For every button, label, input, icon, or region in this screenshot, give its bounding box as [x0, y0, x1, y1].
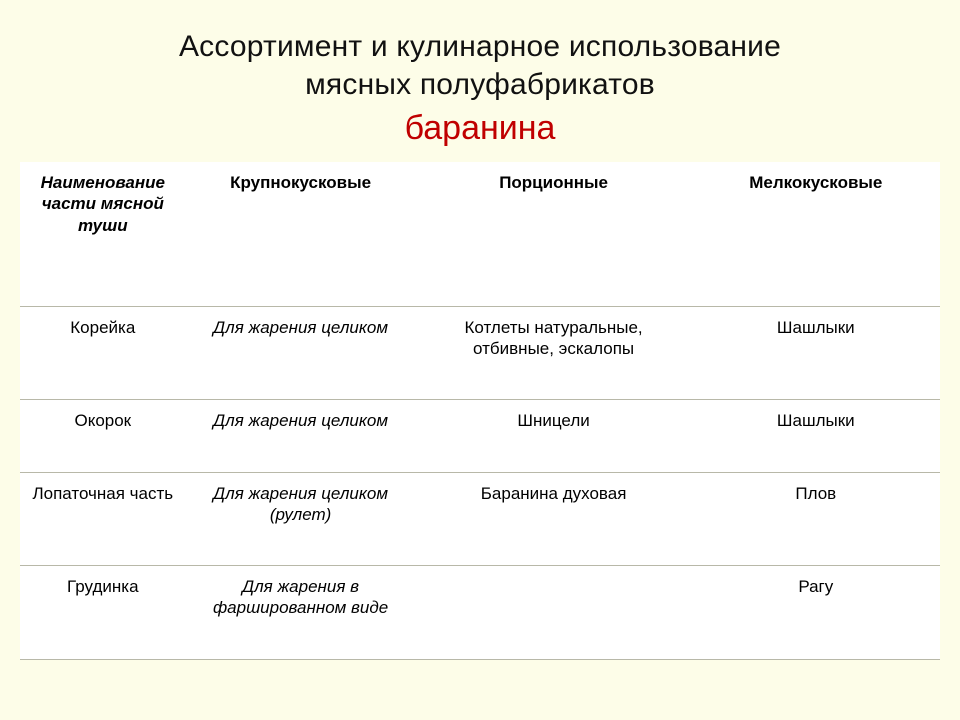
slide: Ассортимент и кулинарное использование м… [0, 0, 960, 720]
slide-subtitle: баранина [20, 109, 940, 148]
slide-title: Ассортимент и кулинарное использование м… [60, 28, 900, 103]
cell-name: Окорок [20, 400, 186, 472]
cell-large: Для жарения в фаршированном виде [186, 566, 416, 660]
table-row: Корейка Для жарения целиком Котлеты нату… [20, 306, 940, 400]
cell-name: Грудинка [20, 566, 186, 660]
cell-name: Корейка [20, 306, 186, 400]
cell-large: Для жарения целиком [186, 400, 416, 472]
cell-portion: Котлеты натуральные, отбивные, эскалопы [416, 306, 692, 400]
table-row: Лопаточная часть Для жарения целиком (ру… [20, 472, 940, 566]
table-header-row: Наименование части мясной туши Крупнокус… [20, 162, 940, 306]
cell-small: Шашлыки [692, 306, 940, 400]
cell-large: Для жарения целиком [186, 306, 416, 400]
cell-portion: Баранина духовая [416, 472, 692, 566]
col-header-large: Крупнокусковые [186, 162, 416, 306]
cell-name: Лопаточная часть [20, 472, 186, 566]
cell-portion: Шницели [416, 400, 692, 472]
cell-small: Рагу [692, 566, 940, 660]
cell-large: Для жарения целиком (рулет) [186, 472, 416, 566]
cell-small: Плов [692, 472, 940, 566]
col-header-portion: Порционные [416, 162, 692, 306]
col-header-small: Мелкокусковые [692, 162, 940, 306]
title-line-1: Ассортимент и кулинарное использование [179, 30, 781, 63]
title-line-2: мясных полуфабрикатов [305, 68, 655, 101]
table-row: Грудинка Для жарения в фаршированном вид… [20, 566, 940, 660]
assortment-table: Наименование части мясной туши Крупнокус… [20, 162, 940, 660]
table-row: Окорок Для жарения целиком Шницели Шашлы… [20, 400, 940, 472]
col-header-name: Наименование части мясной туши [20, 162, 186, 306]
cell-portion [416, 566, 692, 660]
cell-small: Шашлыки [692, 400, 940, 472]
